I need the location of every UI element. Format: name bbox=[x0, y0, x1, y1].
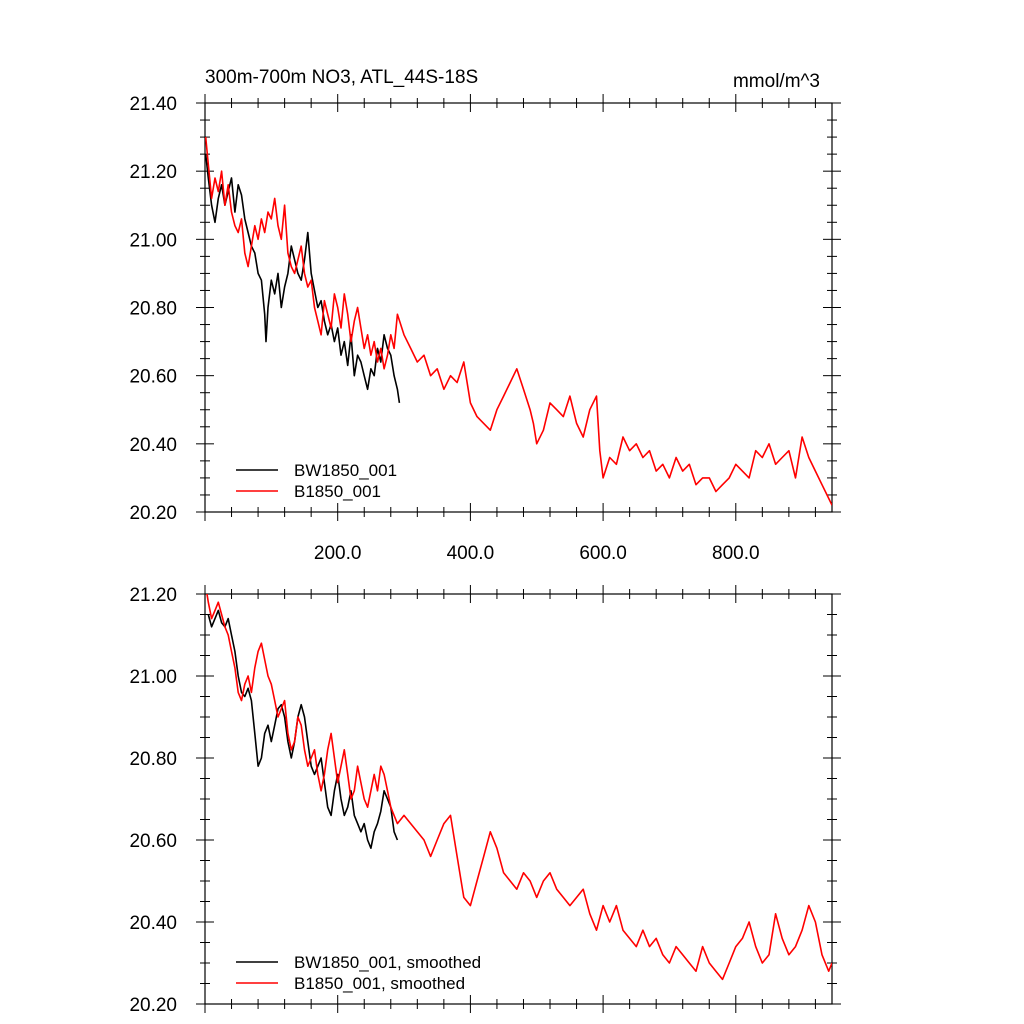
legend-label: BW1850_001, smoothed bbox=[294, 953, 481, 972]
y-tick-label: 20.20 bbox=[129, 503, 177, 524]
chart-title: 300m-700m NO3, ATL_44S-18S bbox=[205, 67, 478, 88]
legend-label: B1850_001, smoothed bbox=[294, 974, 465, 993]
y-tick-label: 21.00 bbox=[129, 667, 177, 688]
bottom-panel: 20.20 20.40 20.60 20.80 21.00 21.20 BW1850_001… bbox=[129, 585, 841, 1016]
y-tick-label: 21.20 bbox=[129, 162, 177, 183]
series-line-b1850 bbox=[206, 594, 832, 981]
legend-label: BW1850_001 bbox=[294, 461, 397, 480]
y-tick-label: 20.40 bbox=[129, 913, 177, 934]
y-tick-label: 20.80 bbox=[129, 749, 177, 770]
plot-frame bbox=[204, 102, 833, 513]
y-tick-label: 20.20 bbox=[129, 995, 177, 1016]
y-tick-label: 21.20 bbox=[129, 585, 177, 606]
y-tick-label: 20.80 bbox=[129, 299, 177, 320]
x-tick-label: 600.0 bbox=[579, 543, 627, 564]
x-tick-label: 400.0 bbox=[447, 543, 495, 564]
y-tick-label: 20.40 bbox=[129, 435, 177, 456]
plot-frame bbox=[204, 593, 833, 1005]
series-line-b1850 bbox=[205, 137, 832, 506]
x-tick-label: 800.0 bbox=[712, 543, 760, 564]
series-line-bw1850 bbox=[207, 609, 399, 850]
y-tick-label: 21.40 bbox=[129, 94, 177, 115]
y-tick-label: 20.60 bbox=[129, 367, 177, 388]
y-tick-label: 20.60 bbox=[129, 831, 177, 852]
legend-label: B1850_001 bbox=[294, 482, 381, 501]
chart-units: mmol/m^3 bbox=[733, 71, 820, 92]
x-tick-label: 200.0 bbox=[314, 543, 362, 564]
series-line-bw1850 bbox=[205, 154, 401, 404]
y-tick-label: 21.00 bbox=[129, 230, 177, 251]
top-panel: 200.0 400.0 600.0 800.0 20.20 20.40 20.60 20.80… bbox=[129, 67, 841, 564]
